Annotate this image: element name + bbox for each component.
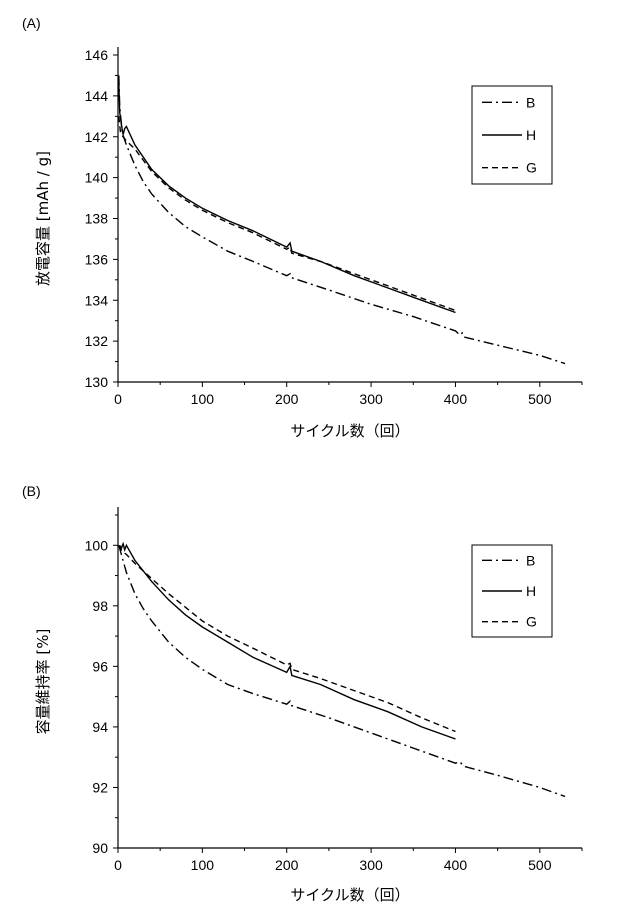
series-line-b bbox=[118, 75, 566, 365]
legend-label-b: B bbox=[526, 94, 535, 110]
series-line-h bbox=[119, 541, 456, 740]
panel-label: (B) bbox=[22, 483, 41, 499]
x-tick-label: 500 bbox=[528, 857, 552, 873]
x-axis-title: サイクル数（回） bbox=[290, 886, 409, 904]
x-tick-label: 300 bbox=[359, 857, 383, 873]
legend-label-g: G bbox=[526, 614, 537, 630]
panel-b: (B) 90 92 94 96 98 100 0 100 200 300 400 500 サイクル数（回）… bbox=[22, 483, 583, 904]
y-tick-label: 90 bbox=[92, 840, 108, 856]
x-tick-label: 400 bbox=[444, 857, 468, 873]
series-line-h bbox=[118, 83, 456, 314]
legend-label-h: H bbox=[526, 583, 536, 599]
x-tick-label: 0 bbox=[114, 391, 122, 407]
x-tick-label: 500 bbox=[528, 391, 552, 407]
x-tick-label: 200 bbox=[275, 391, 299, 407]
y-tick-label: 142 bbox=[85, 129, 109, 145]
x-tick-label: 300 bbox=[359, 391, 383, 407]
y-tick-label: 92 bbox=[92, 779, 108, 795]
legend-label-h: H bbox=[526, 127, 536, 143]
legend-label-b: B bbox=[526, 552, 535, 568]
y-axis-title: 放電容量 [mAh / g] bbox=[34, 151, 52, 286]
x-tick-label: 200 bbox=[275, 857, 299, 873]
legend: B H G bbox=[471, 85, 553, 185]
y-tick-label: 94 bbox=[92, 719, 108, 735]
panel-a: (A) 130 132 134 136 138 140 142 144 146 0 100 200 300… bbox=[22, 15, 583, 440]
series-line-g bbox=[118, 544, 456, 733]
y-tick-label: 136 bbox=[85, 251, 109, 267]
y-tick-label: 134 bbox=[85, 292, 109, 308]
y-axis-title: 容量維持率 [%] bbox=[34, 629, 52, 735]
y-tick-label: 140 bbox=[85, 170, 109, 186]
y-tick-label: 98 bbox=[92, 598, 108, 614]
legend: BHG bbox=[471, 544, 553, 638]
series-line-g bbox=[118, 116, 456, 312]
x-tick-label: 400 bbox=[444, 391, 468, 407]
y-tick-label: 100 bbox=[85, 537, 109, 553]
x-tick-label: 0 bbox=[114, 857, 122, 873]
y-tick-label: 96 bbox=[92, 658, 108, 674]
y-tick-label: 146 bbox=[85, 47, 109, 63]
x-tick-label: 100 bbox=[191, 857, 215, 873]
y-tick-label: 130 bbox=[85, 374, 109, 390]
panel-label: (A) bbox=[22, 15, 41, 31]
legend-label-g: G bbox=[526, 160, 537, 176]
y-tick-label: 132 bbox=[85, 333, 109, 349]
x-tick-label: 100 bbox=[191, 391, 215, 407]
y-tick-label: 138 bbox=[85, 211, 109, 227]
series-line-b bbox=[118, 545, 566, 798]
y-tick-label: 144 bbox=[85, 88, 109, 104]
x-axis-title: サイクル数（回） bbox=[290, 422, 409, 440]
